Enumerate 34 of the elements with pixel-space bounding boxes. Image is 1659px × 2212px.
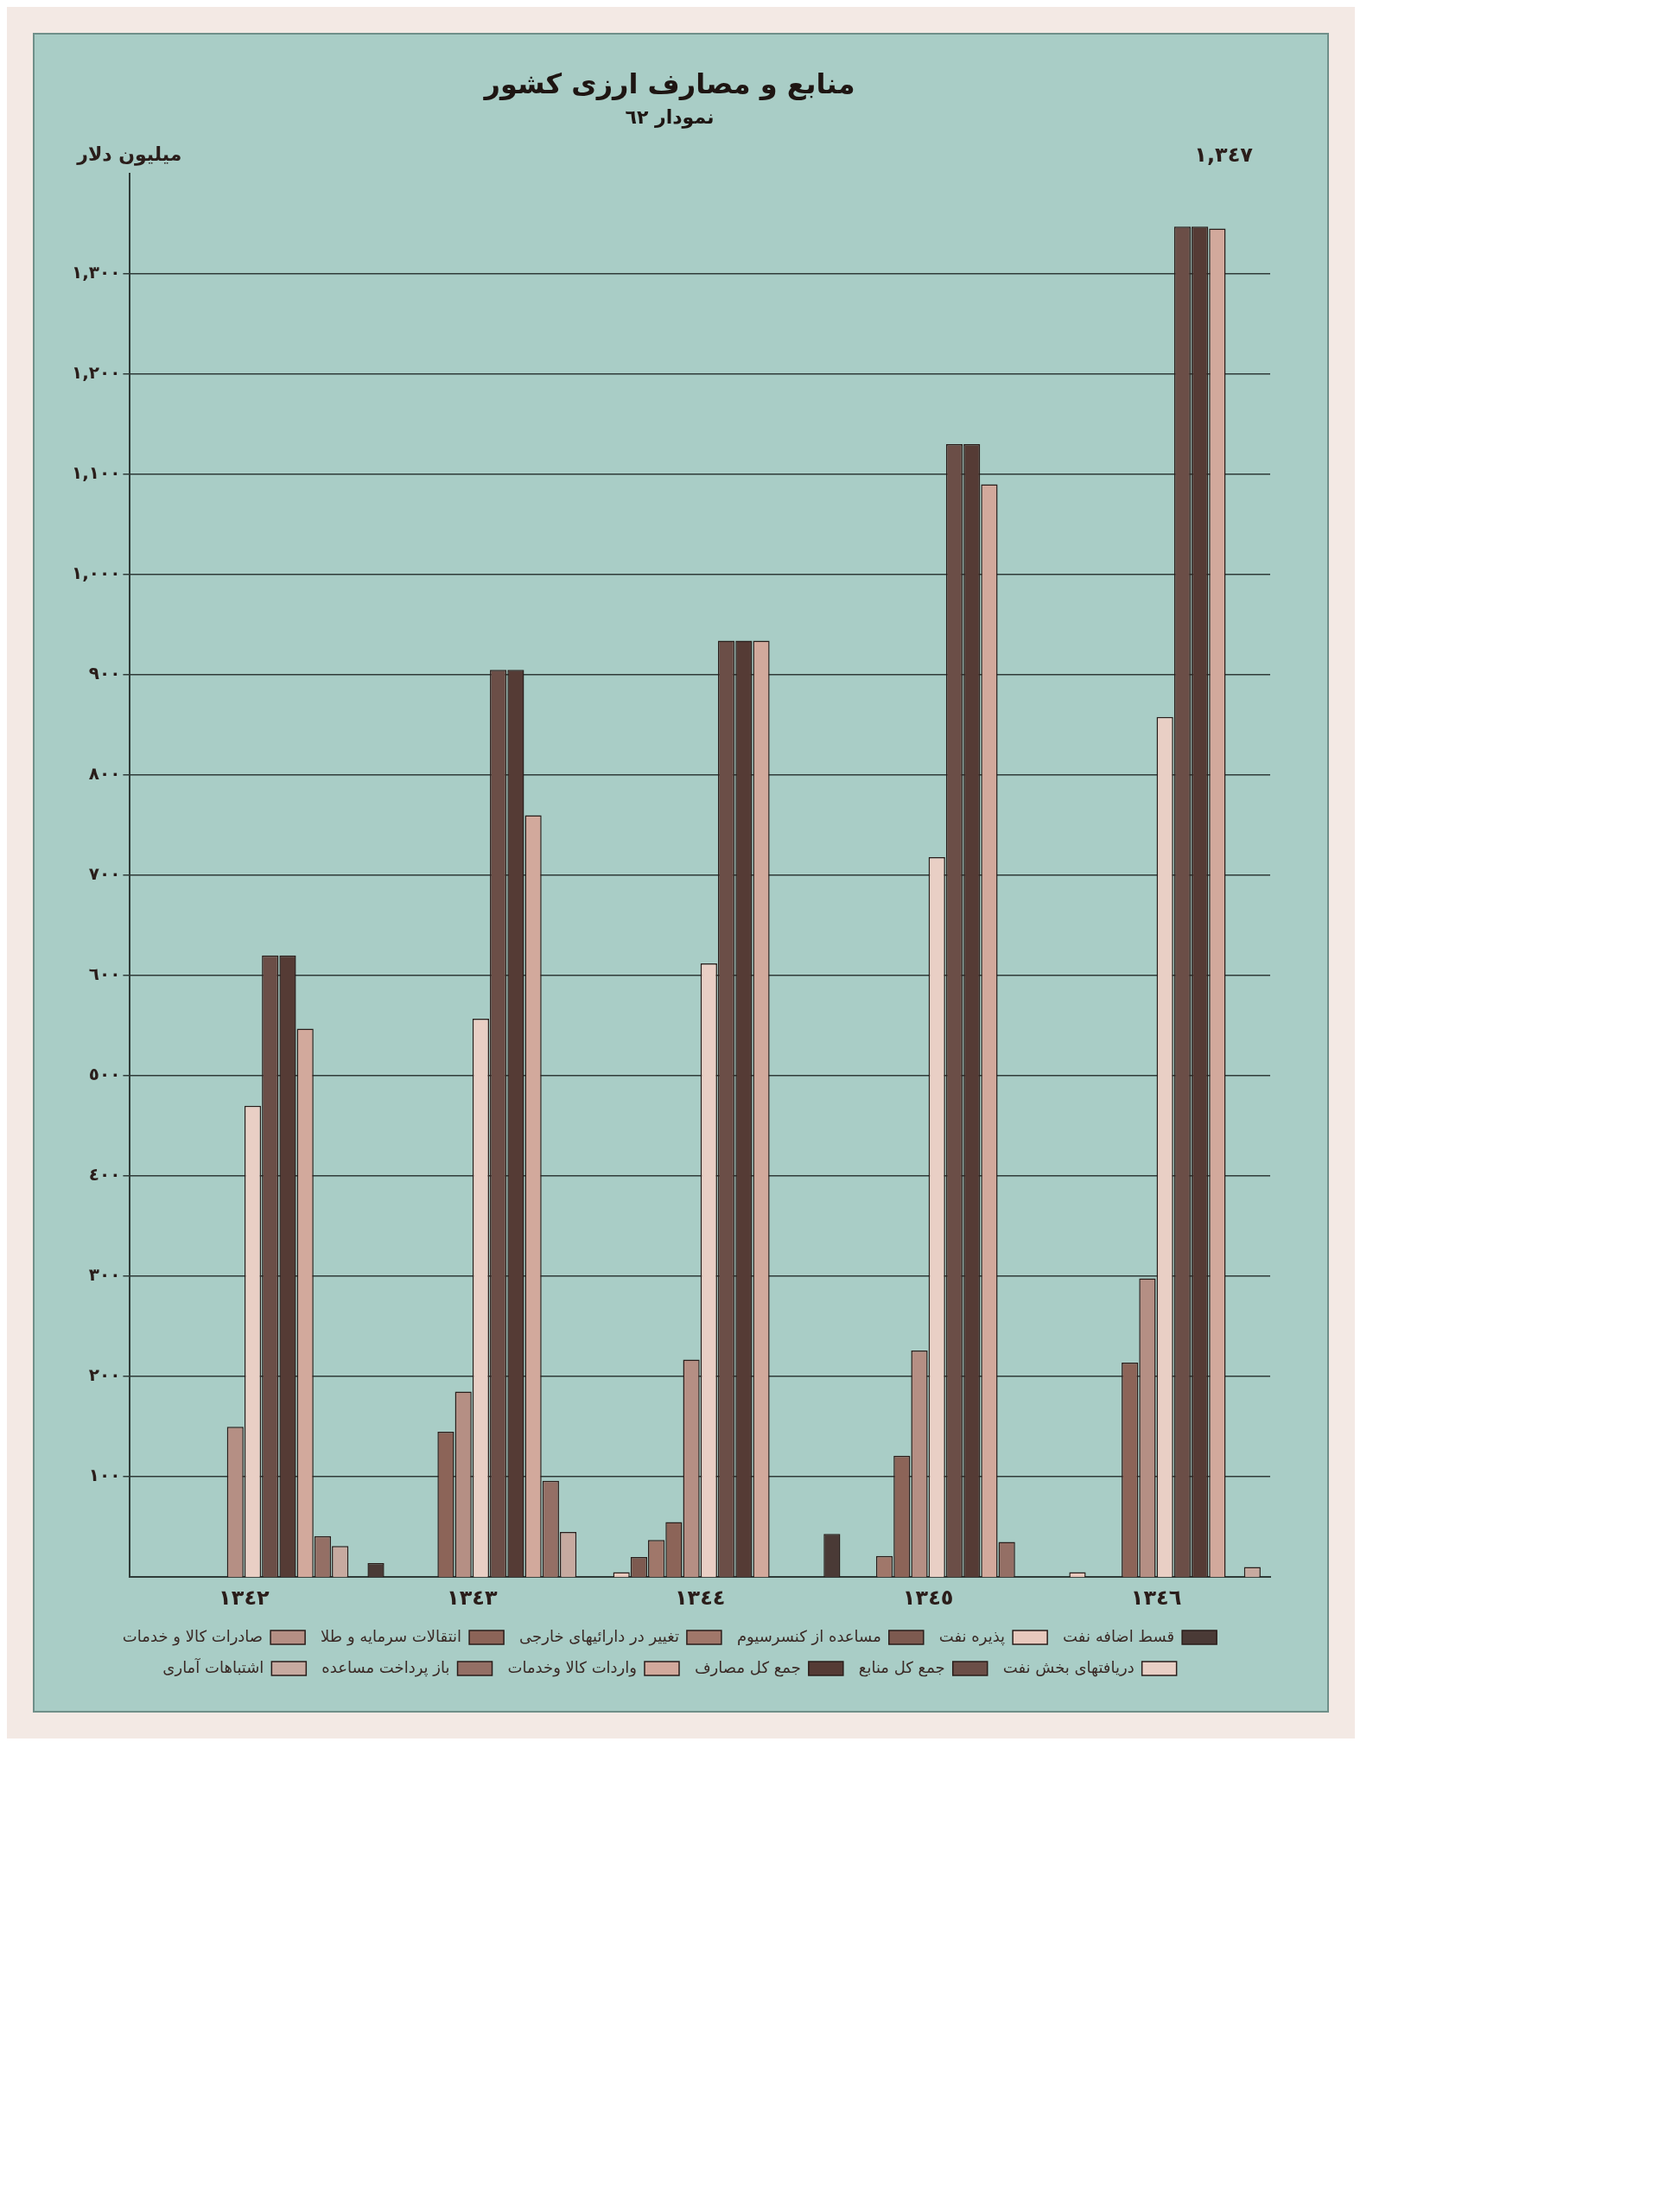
legend-label: صادرات کالا و خدمات [122, 1626, 264, 1646]
legend-label: مساعده از کنسرسیوم [736, 1626, 881, 1646]
legend-label: انتقالات سرمایه و طلا [321, 1626, 462, 1646]
y-tick-label: ٣٠٠ [88, 1264, 121, 1286]
y-tick-label: ١٠٠ [88, 1465, 121, 1486]
y-tick-label: ٨٠٠ [88, 763, 121, 785]
y-tick-label: ٥٠٠ [88, 1064, 121, 1085]
y-tick-label: ١,٠٠٠ [71, 563, 121, 584]
y-tick-label: ٩٠٠ [88, 663, 121, 684]
legend-label: دریافتهای بخش نفت [1002, 1657, 1135, 1677]
legend-label: قسط اضافه نفت [1063, 1626, 1175, 1645]
x-tick-label: ١٣٤٤ [674, 1585, 726, 1610]
legend-label: جمع کل مصارف [694, 1657, 801, 1677]
legend-label: واردات کالا وخدمات [507, 1657, 637, 1677]
y-tick-label: ٢٠٠ [88, 1364, 121, 1386]
x-tick-label: ١٣٤٥ [902, 1585, 954, 1610]
chart-subtitle: نمودار ٦٢ [625, 106, 715, 130]
legend-label: جمع کل منابع [858, 1657, 945, 1677]
legend-label: پذیره نفت [938, 1626, 1006, 1646]
y-tick-label: ١,٢٠٠ [71, 362, 121, 384]
y-tick-label: ١,١٠٠ [71, 462, 121, 484]
y-tick-label: ١,٣٠٠ [71, 262, 121, 283]
chart-title: منابع و مصارف ارزی کشور [482, 67, 855, 100]
y-tick-label: ٦٠٠ [88, 963, 121, 985]
legend-label: تغییر در دارائیهای خارجی [519, 1626, 679, 1646]
x-tick-label: ١٣٤٣ [447, 1585, 498, 1610]
legend-label: باز پرداخت مساعده [321, 1657, 450, 1677]
legend-label: اشتباهات آماری [162, 1656, 264, 1676]
y-tick-label: ٤٠٠ [88, 1164, 121, 1185]
text: ١,٣٤٧ [1194, 143, 1254, 168]
x-tick-label: ١٣٤٦ [1130, 1585, 1182, 1610]
y-tick-label: ٧٠٠ [88, 863, 121, 885]
x-tick-label: ١٣٤٢ [219, 1585, 270, 1610]
y-axis-title: میلیون دلار [76, 143, 182, 166]
